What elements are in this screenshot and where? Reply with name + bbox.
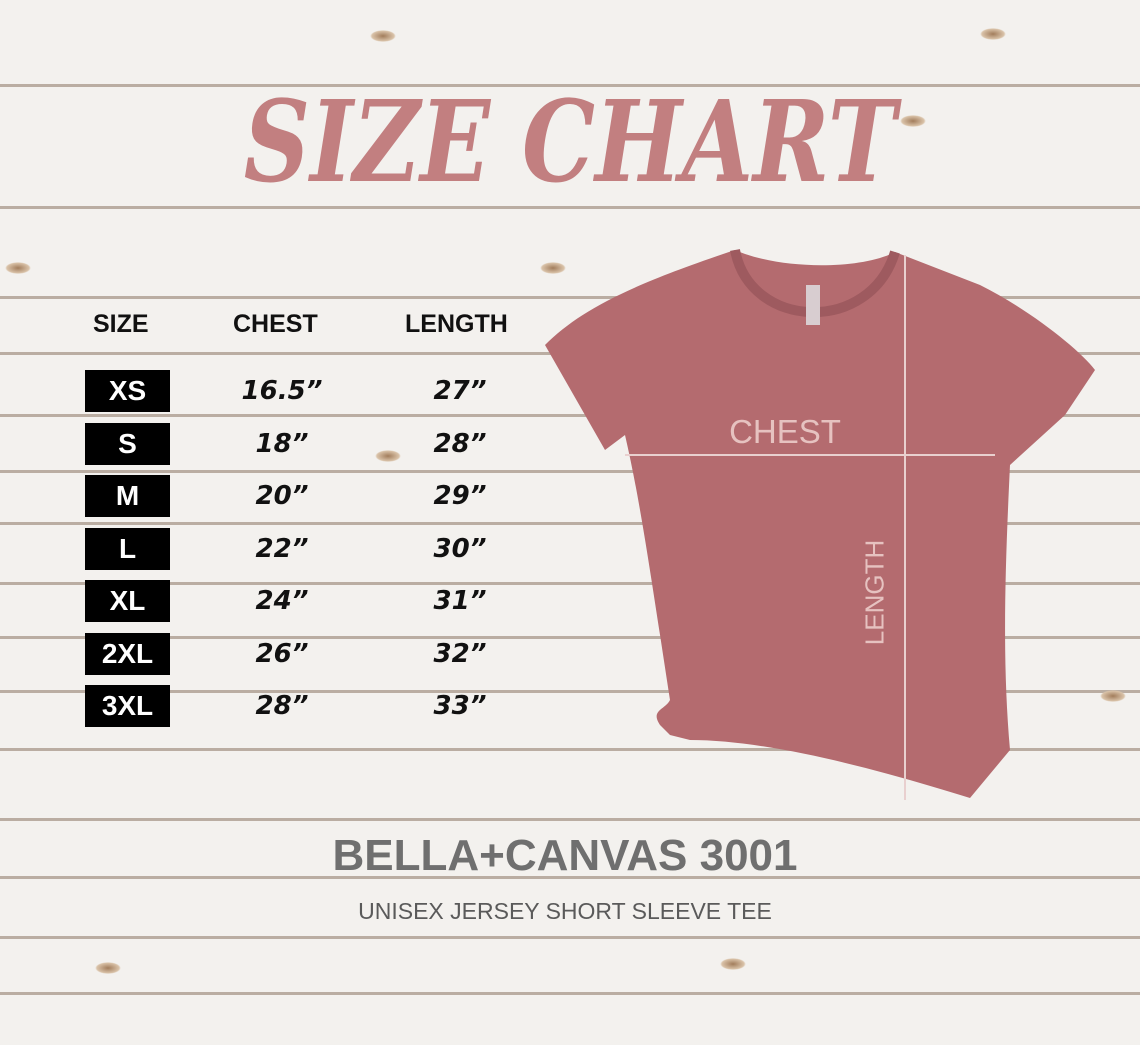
size-badge: 2XL [85, 632, 170, 675]
length-value: 33” [433, 691, 487, 721]
size-chart-title: SIZE CHART [243, 77, 897, 208]
size-badge: L [85, 527, 170, 570]
chest-value: 22” [255, 533, 309, 564]
length-value: 28” [433, 428, 487, 459]
length-value: 30” [433, 533, 487, 564]
product-subtitle: UNISEX JERSEY SHORT SLEEVE TEE [358, 898, 772, 924]
length-label: LENGTH [859, 539, 890, 646]
size-badge: 3XL [85, 685, 170, 727]
tshirt-tag [806, 285, 820, 325]
chest-value: 18” [255, 428, 309, 459]
chest-value: 20” [255, 481, 309, 511]
chest-value: 24” [255, 586, 309, 616]
length-value: 29” [433, 481, 487, 511]
size-badge: S [85, 422, 170, 465]
header-chest: CHEST [233, 310, 318, 338]
tshirt-shape [545, 250, 1095, 798]
header-length: LENGTH [405, 310, 508, 338]
length-value: 32” [433, 638, 487, 669]
chest-value: 28” [255, 691, 309, 721]
chest-value: 16.5” [241, 376, 323, 406]
brand-name: BELLA+CANVAS 3001 [332, 831, 798, 880]
tshirt-diagram [545, 248, 1095, 800]
size-badge: M [85, 475, 170, 517]
size-badge: XS [85, 370, 170, 412]
length-value: 31” [433, 586, 487, 616]
chest-label: CHEST [729, 413, 841, 450]
chest-value: 26” [255, 638, 309, 669]
header-size: SIZE [93, 310, 149, 338]
size-badge: XL [85, 580, 170, 622]
length-value: 27” [433, 376, 487, 406]
